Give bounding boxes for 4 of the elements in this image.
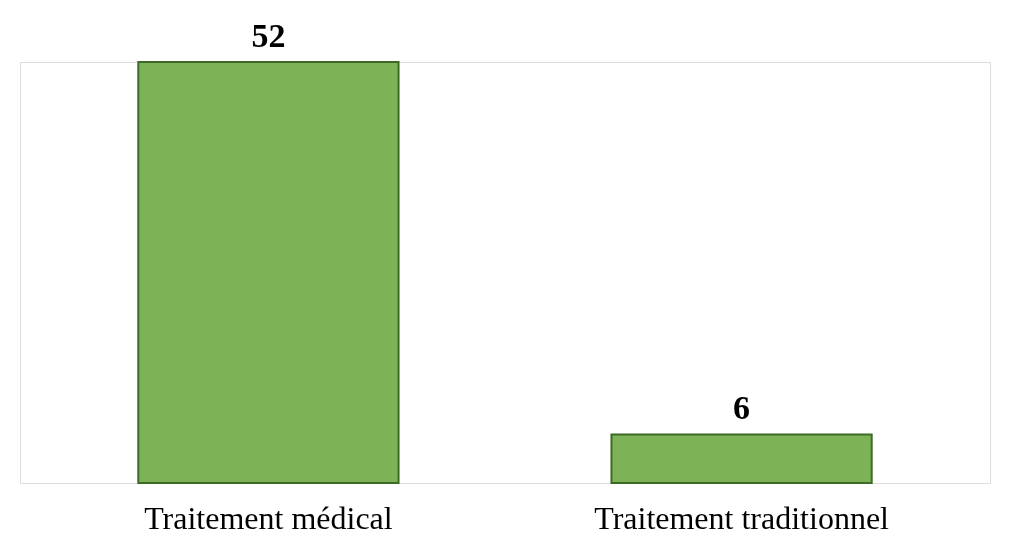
data-label: 52: [251, 17, 286, 54]
x-tick-label: Traitement traditionnel: [594, 499, 890, 536]
x-tick-label: Traitement médical: [144, 499, 393, 536]
data-label: 6: [733, 389, 751, 427]
